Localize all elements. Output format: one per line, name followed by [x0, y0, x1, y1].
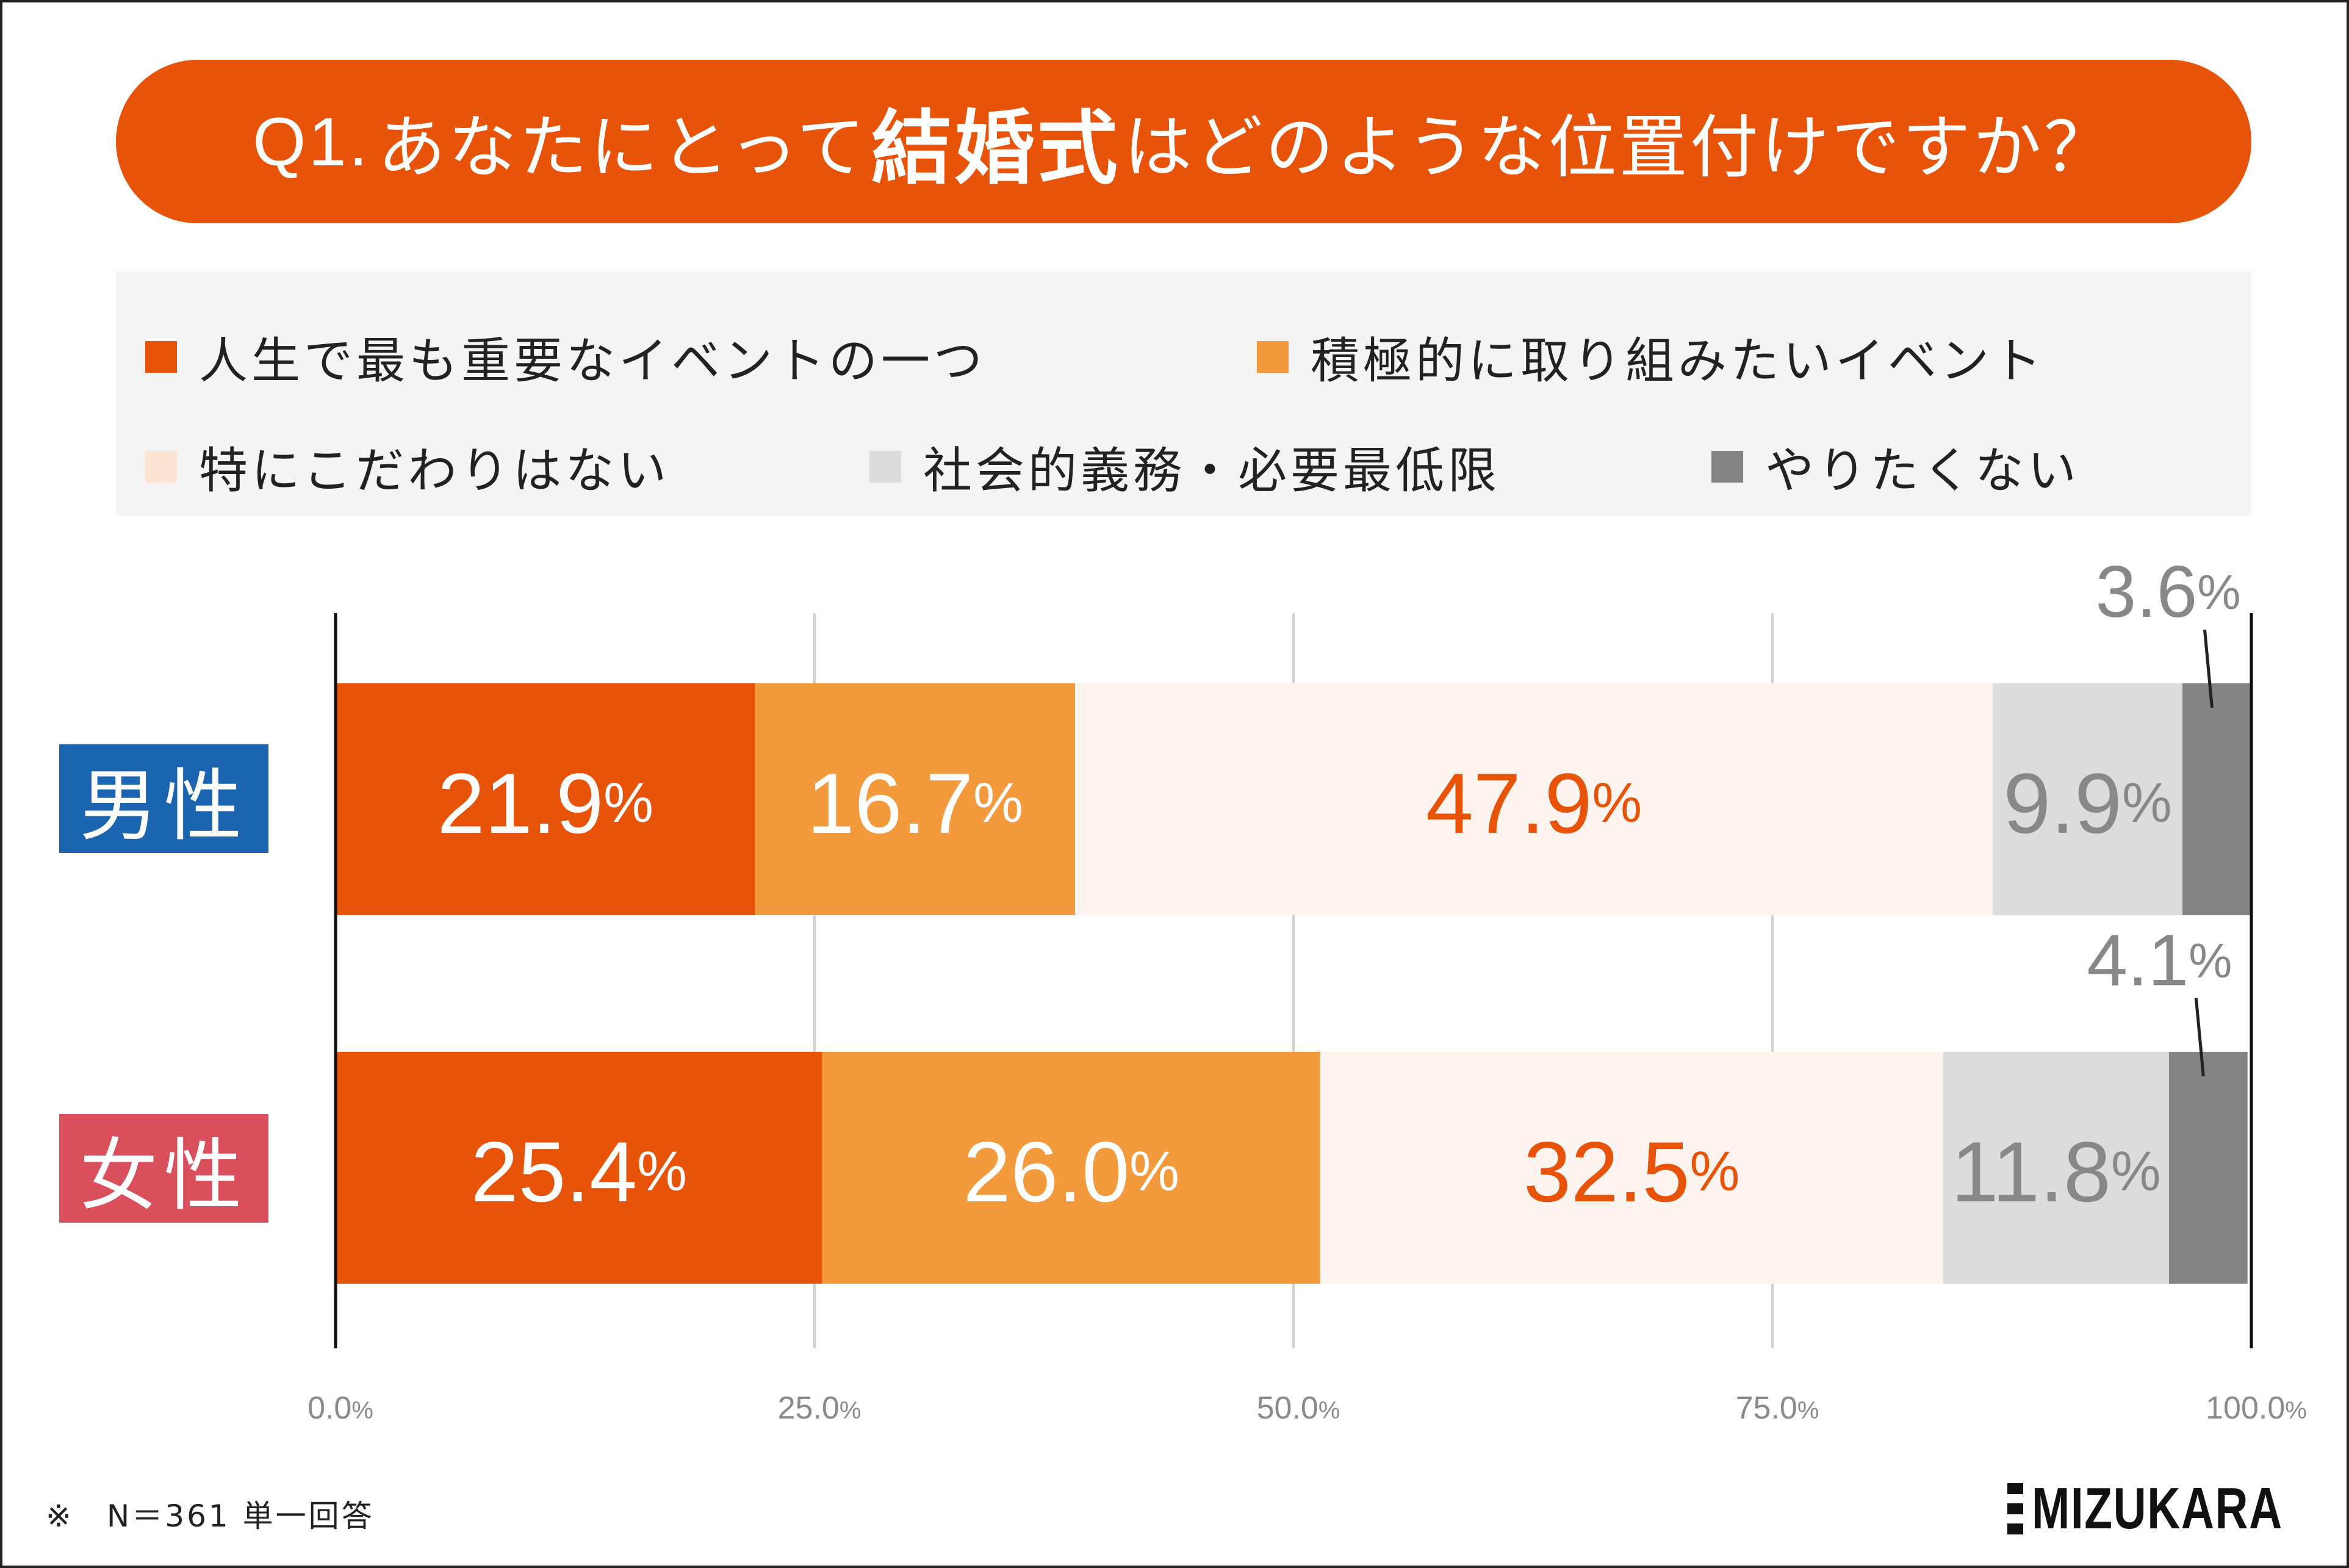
data-label: 21.9% — [437, 755, 653, 851]
legend-swatch — [1711, 451, 1743, 483]
question-number: Q1. — [253, 103, 370, 180]
x-tick-label: 75.0% — [1736, 1390, 1819, 1426]
legend-label: 特にこだわりはない — [199, 442, 671, 499]
legend-swatch — [1257, 341, 1289, 373]
data-label: 32.5% — [1523, 1124, 1739, 1220]
footnote: ※ N＝361 単一回答 — [46, 1498, 375, 1534]
bar-segment — [336, 683, 755, 915]
logo-icon — [2007, 1483, 2023, 1534]
bar-segment — [336, 1052, 822, 1284]
legend-item-social-duty: 社会的義務・必要最低限 — [869, 431, 1500, 502]
data-label: 4.1% — [2087, 919, 2232, 1001]
data-label: 25.4% — [471, 1124, 687, 1220]
category-label-male: 男性 — [59, 744, 268, 853]
data-label: 9.9% — [2003, 755, 2171, 851]
bar-segment — [2168, 1052, 2248, 1284]
bar-segment — [755, 683, 1076, 915]
legend-swatch — [145, 451, 177, 483]
x-tick-label: 0.0% — [308, 1390, 373, 1426]
question-text-part1: あなたにとって — [377, 108, 868, 187]
question-keyword: 結婚式 — [871, 101, 1120, 196]
data-label: 47.9% — [1426, 755, 1642, 851]
legend-item-most-important: 人生で最も重要なイベントの一つ — [145, 322, 986, 392]
x-tick-label: 100.0% — [2206, 1390, 2307, 1426]
legend-item-active: 積極的に取り組みたいイベント — [1257, 322, 2045, 392]
data-label: 11.8% — [1951, 1124, 2161, 1220]
logo-text: MIZUKARA — [2032, 1476, 2283, 1541]
legend-label: やりたくない — [1765, 442, 2080, 499]
bar-segment — [1320, 1052, 1943, 1284]
data-label: 16.7% — [807, 755, 1023, 851]
category-label-female: 女性 — [59, 1114, 268, 1223]
bar-segment — [1943, 1052, 2169, 1284]
legend-label: 人生で最も重要なイベントの一つ — [199, 333, 986, 389]
legend-item-dont-want: やりたくない — [1711, 431, 2080, 502]
legend-item-no-preference: 特にこだわりはない — [145, 431, 670, 502]
bar-segment — [2182, 683, 2251, 915]
bar-segment — [822, 1052, 1320, 1284]
legend-label: 社会的義務・必要最低限 — [923, 442, 1500, 499]
x-tick-label: 50.0% — [1257, 1390, 1340, 1426]
legend-swatch — [145, 341, 177, 373]
x-tick-label: 25.0% — [778, 1390, 862, 1426]
legend-label: 積極的に取り組みたいイベント — [1311, 333, 2045, 389]
bar-segment — [1993, 683, 2182, 915]
data-label: 26.0% — [963, 1124, 1179, 1220]
chart-legend: 人生で最も重要なイベントの一つ 積極的に取り組みたいイベント 特にこだわりはない… — [116, 272, 2251, 516]
data-label: 3.6% — [2095, 551, 2240, 633]
leader-line — [2203, 629, 2214, 708]
brand-logo: MIZUKARA — [2007, 1475, 2349, 1542]
question-title: Q1. あなたにとって 結婚式 はどのような位置付けですか？ — [116, 60, 2251, 223]
bar-segment — [1075, 683, 1993, 915]
leader-line — [2194, 998, 2205, 1077]
question-text-part2: はどのような位置付けですか？ — [1123, 108, 2115, 187]
legend-swatch — [869, 451, 901, 483]
